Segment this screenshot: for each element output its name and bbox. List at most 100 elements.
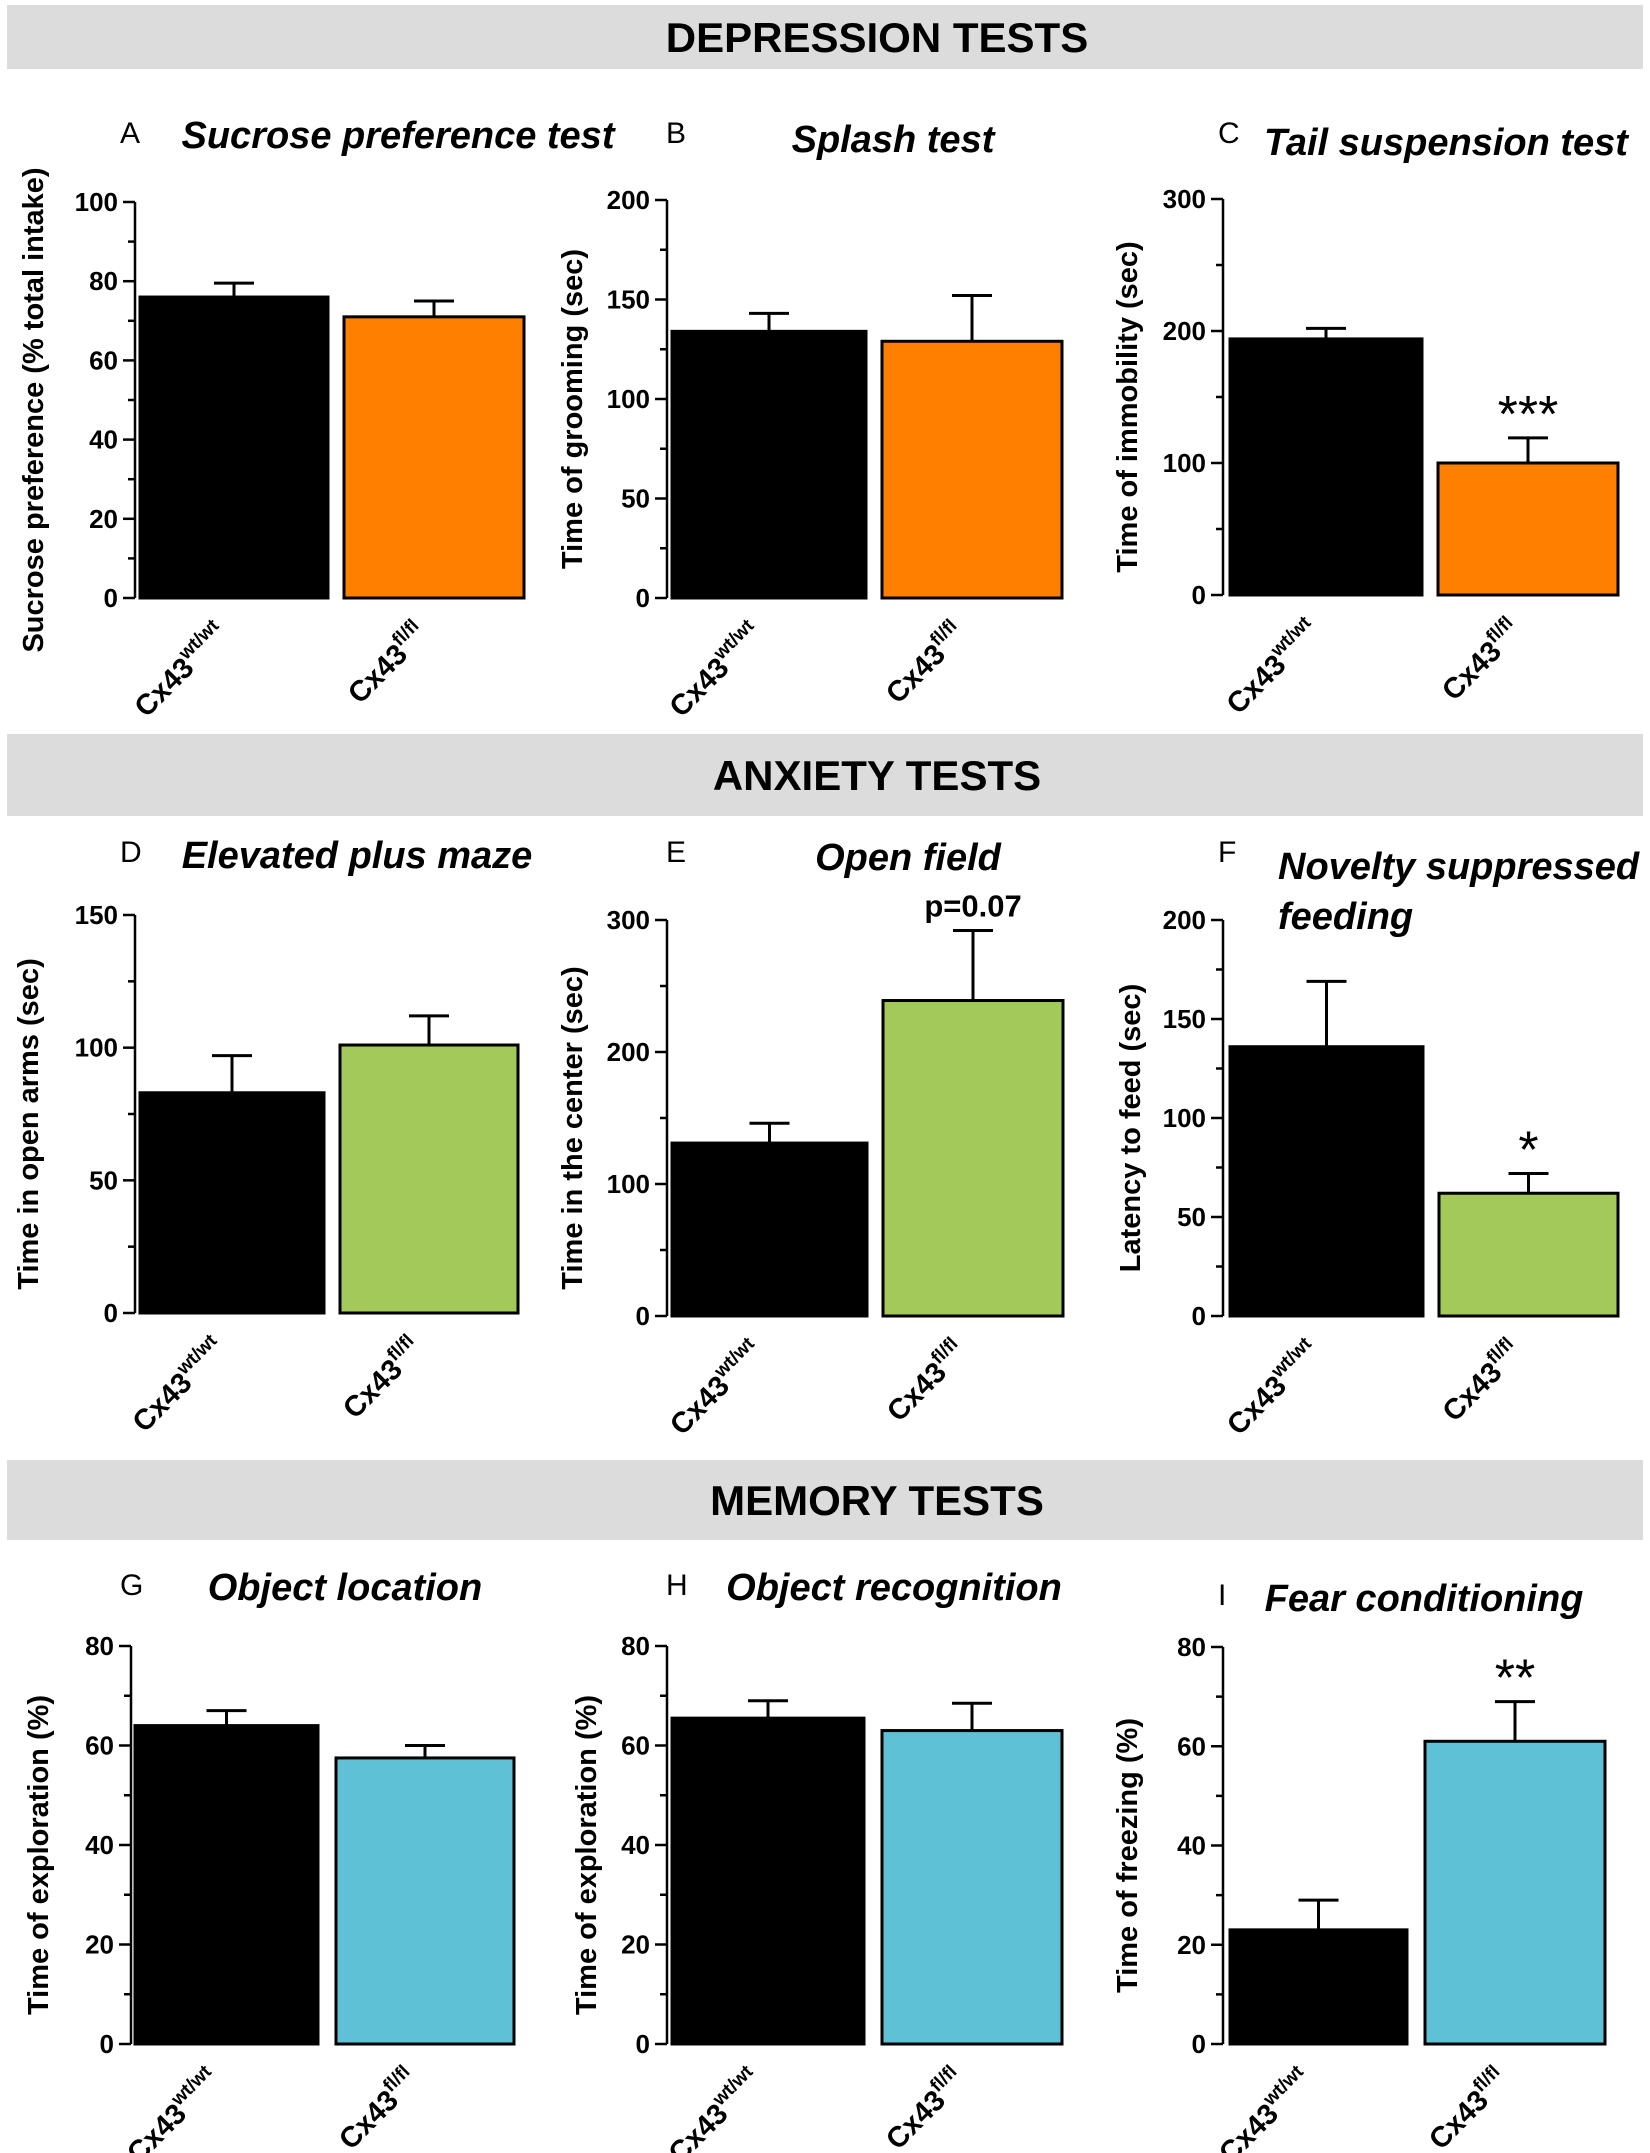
bar-fl xyxy=(342,315,526,600)
y-tick-label: 20 xyxy=(621,1930,650,1960)
category-label: Cx43wt/wt xyxy=(660,2061,769,2153)
chart-title: Novelty suppressed feeding xyxy=(1278,846,1640,938)
panel-letter: I xyxy=(1218,1579,1226,1612)
y-axis-label: Time of freezing (%) xyxy=(1112,1718,1144,1993)
bar-fl xyxy=(1436,461,1620,597)
significance-label: * xyxy=(1518,1121,1538,1179)
y-tick-label: 100 xyxy=(1163,448,1206,478)
y-tick-label: 40 xyxy=(1177,1831,1206,1861)
chart-title: Object location xyxy=(208,1567,482,1609)
bar-wt xyxy=(670,1716,866,2046)
bar-wt xyxy=(1228,337,1424,597)
y-tick-label: 100 xyxy=(607,1169,650,1199)
y-tick-label: 200 xyxy=(607,185,650,215)
y-tick-label: 60 xyxy=(89,345,118,375)
bar-wt xyxy=(1228,1928,1409,2046)
category-label: Cx43wt/wt xyxy=(124,1330,233,1439)
chart-title: Tail suspension test xyxy=(1264,122,1629,164)
y-axis-label: Time of exploration (%) xyxy=(23,1695,55,2015)
y-tick-label: 0 xyxy=(1192,2029,1206,2059)
significance-label: *** xyxy=(1498,386,1559,444)
bar-wt xyxy=(670,329,868,600)
y-tick-label: 300 xyxy=(607,905,650,935)
y-tick-label: 200 xyxy=(1163,316,1206,346)
y-tick-label: 100 xyxy=(75,1033,118,1063)
panel-e: E Open field 0 100 200 300 Time in the center … xyxy=(557,836,1065,1442)
category-label: Cx43wt/wt xyxy=(661,615,770,724)
y-tick-label: 0 xyxy=(104,1298,118,1328)
y-tick-label: 0 xyxy=(100,2029,114,2059)
category-label: Cx43fl/fl xyxy=(878,1333,973,1428)
y-tick-label: 150 xyxy=(1163,1004,1206,1034)
category-label: Cx43fl/fl xyxy=(1434,1333,1529,1428)
panel-letter: H xyxy=(666,1569,688,1602)
y-tick-label: 50 xyxy=(89,1165,118,1195)
bar-wt xyxy=(138,1091,326,1315)
y-axis-label: Latency to feed (sec) xyxy=(1115,984,1147,1272)
category-label: Cx43wt/wt xyxy=(1218,612,1327,721)
bar-fl xyxy=(881,999,1065,1318)
category-label: Cx43fl/fl xyxy=(334,1330,429,1425)
category-label: Cx43wt/wt xyxy=(1210,2061,1319,2153)
panel-letter: B xyxy=(666,117,686,150)
category-label: Cx43wt/wt xyxy=(118,2061,227,2153)
panel-f: F Novelty suppressed feeding 0 50 100 150 200 La… xyxy=(1115,836,1640,1442)
panel-letter: F xyxy=(1218,836,1236,869)
bar-fl xyxy=(880,1729,1064,2046)
y-tick-label: 100 xyxy=(607,384,650,414)
panel-a: A Sucrose preference test 0 20 40 60 80 100 Sucr… xyxy=(18,115,616,724)
y-axis-label: Time of exploration (%) xyxy=(571,1695,603,2015)
y-tick-label: 100 xyxy=(75,187,118,217)
bar-fl xyxy=(1423,1739,1607,2046)
panel-b: B Splash test 0 50 100 150 200 Time of grooming… xyxy=(557,117,1064,724)
category-label: Cx43fl/fl xyxy=(1420,2061,1515,2153)
panel-letter: C xyxy=(1218,117,1240,150)
y-tick-label: 20 xyxy=(89,504,118,534)
p-value-label: p=0.07 xyxy=(924,889,1021,924)
panel-letter: D xyxy=(120,836,142,869)
sections-layer: DEPRESSION TESTS ANXIETY TESTS MEMORY TEST… xyxy=(7,5,1643,1540)
y-tick-label: 150 xyxy=(75,900,118,930)
category-label: Cx43wt/wt xyxy=(661,1333,770,1442)
category-label: Cx43fl/fl xyxy=(330,2061,425,2153)
chart-title: Fear conditioning xyxy=(1265,1578,1584,1620)
y-tick-label: 40 xyxy=(85,1830,114,1860)
panel-letter: A xyxy=(120,117,140,150)
section-band xyxy=(7,1460,1643,1540)
bar-wt xyxy=(1228,1045,1425,1318)
chart-title: Object recognition xyxy=(726,1567,1062,1609)
panel-letter: E xyxy=(666,836,686,869)
y-tick-label: 50 xyxy=(1177,1202,1206,1232)
y-tick-label: 300 xyxy=(1163,184,1206,214)
category-label: Cx43fl/fl xyxy=(877,2061,972,2153)
y-axis-label: Time of grooming (sec) xyxy=(557,249,589,569)
y-tick-label: 100 xyxy=(1163,1103,1206,1133)
y-axis-label: Sucrose preference (% total intake) xyxy=(18,167,50,652)
y-axis-label: Time in the center (sec) xyxy=(557,966,589,1289)
panel-h: H Object recognition 0 20 40 60 80 Time of expl… xyxy=(571,1567,1064,2153)
y-tick-label: 20 xyxy=(85,1930,114,1960)
y-tick-label: 60 xyxy=(621,1731,650,1761)
y-tick-label: 200 xyxy=(1163,905,1206,935)
chart-title: Splash test xyxy=(792,119,996,161)
y-tick-label: 40 xyxy=(89,425,118,455)
section-title: MEMORY TESTS xyxy=(710,1477,1044,1524)
bar-fl xyxy=(334,1756,516,2046)
section-band xyxy=(7,734,1643,816)
y-tick-label: 0 xyxy=(104,583,118,613)
y-tick-label: 40 xyxy=(621,1830,650,1860)
section-title: DEPRESSION TESTS xyxy=(666,14,1088,61)
bar-wt xyxy=(670,1141,869,1318)
y-tick-label: 150 xyxy=(607,285,650,315)
y-tick-label: 60 xyxy=(1177,1731,1206,1761)
y-tick-label: 0 xyxy=(636,583,650,613)
chart-title: Open field xyxy=(815,837,1002,879)
bar-fl xyxy=(1437,1191,1620,1318)
panel-letter: G xyxy=(120,1569,143,1602)
y-tick-label: 80 xyxy=(85,1631,114,1661)
chart-title: Sucrose preference test xyxy=(182,115,616,157)
y-tick-label: 0 xyxy=(1192,1301,1206,1331)
y-tick-label: 200 xyxy=(607,1037,650,1067)
y-tick-label: 0 xyxy=(636,1301,650,1331)
